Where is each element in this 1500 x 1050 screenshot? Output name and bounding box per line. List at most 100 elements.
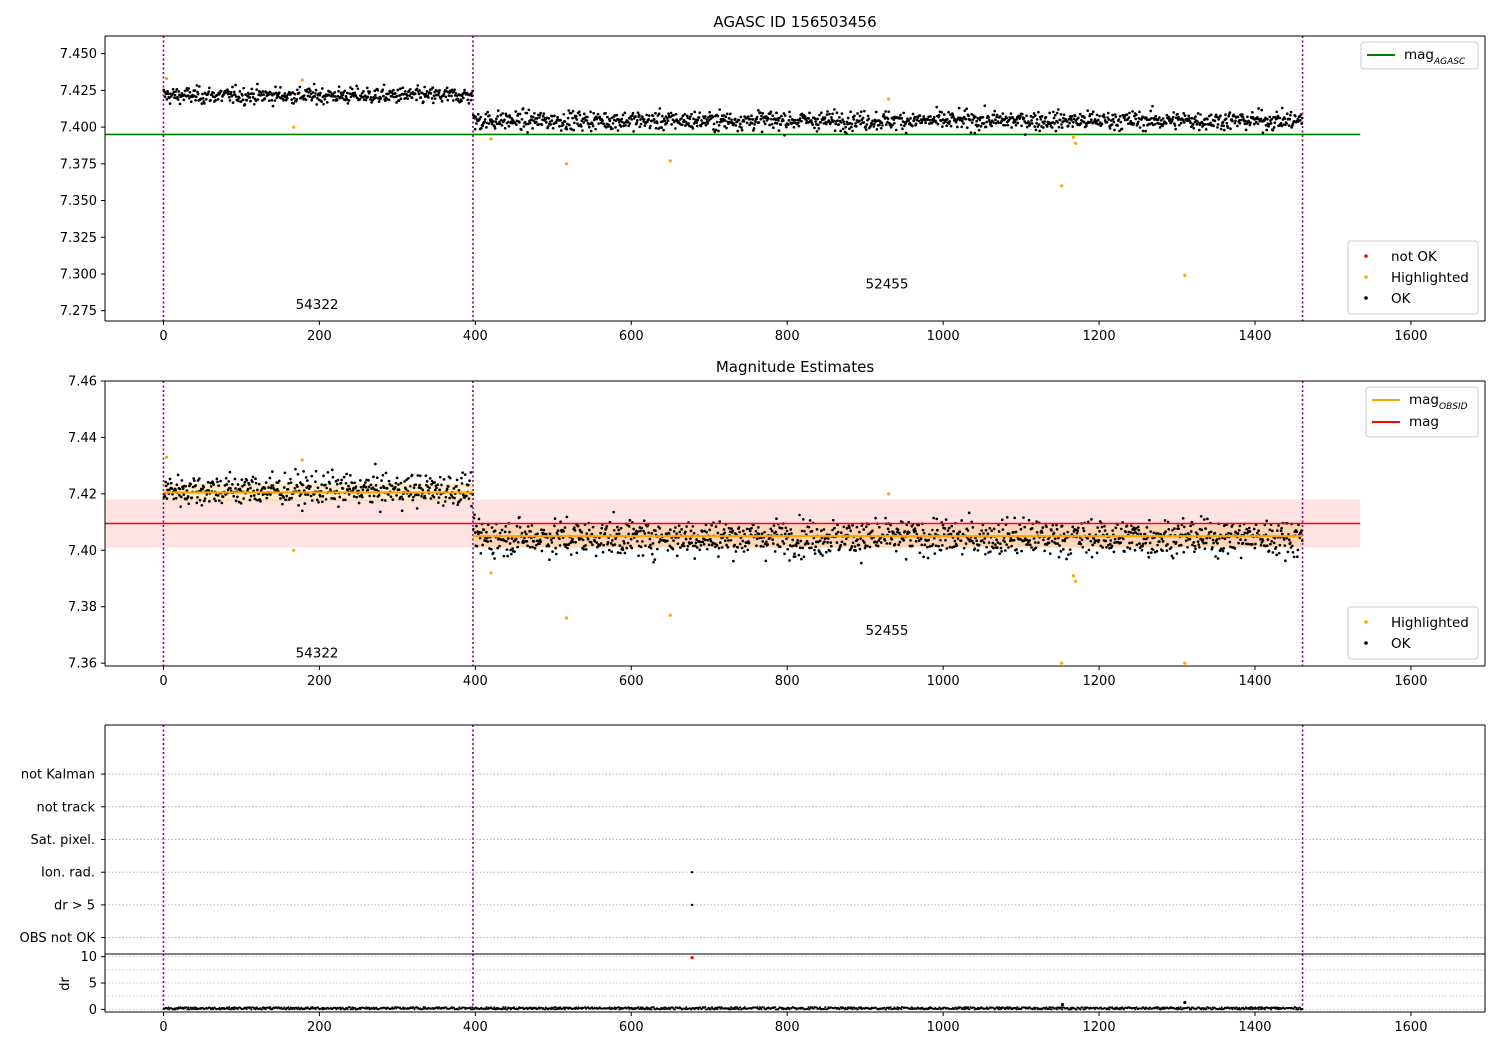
dr-point (1000, 1007, 1003, 1010)
ok-point (1096, 526, 1100, 529)
ok-point (251, 96, 255, 99)
ok-point (202, 499, 206, 503)
dr-point (1033, 1006, 1036, 1009)
ok-point (639, 122, 643, 126)
ok-point (1020, 112, 1024, 116)
ok-point (542, 112, 546, 115)
dr-point (348, 1006, 351, 1009)
ok-point (423, 496, 427, 500)
ok-point (1091, 543, 1095, 547)
ok-point (987, 115, 990, 119)
ok-point (1212, 124, 1216, 128)
ok-point (450, 94, 453, 98)
ok-point (436, 483, 440, 487)
ok-point (368, 494, 372, 498)
ok-point (858, 114, 862, 118)
ok-point (1237, 529, 1241, 532)
ok-point (605, 525, 609, 528)
ok-point (305, 479, 309, 483)
dr-point (824, 1006, 827, 1009)
ok-point (394, 481, 398, 485)
ok-point (754, 529, 758, 533)
dr-point (502, 1006, 505, 1009)
ok-point (606, 541, 610, 544)
dr-point (1015, 1008, 1018, 1011)
ok-point (1053, 122, 1056, 125)
ok-point (518, 112, 522, 116)
ok-point (604, 111, 607, 115)
ok-point (1270, 540, 1274, 543)
ok-point (550, 541, 554, 544)
ok-point (1191, 122, 1195, 126)
ok-point (1144, 116, 1148, 119)
ok-point (877, 539, 881, 542)
ok-point (513, 550, 516, 553)
ok-point (165, 97, 169, 101)
ok-point (945, 547, 949, 550)
ok-point (984, 528, 988, 532)
ok-point (969, 118, 972, 122)
ok-point (1241, 541, 1245, 545)
point-legend (1347, 606, 1479, 660)
ok-point (359, 485, 363, 489)
ok-point (609, 541, 613, 545)
dr-point (365, 1006, 368, 1009)
ok-point (1033, 114, 1037, 117)
ok-point (1076, 526, 1080, 530)
ok-point (1123, 550, 1126, 554)
ok-point (699, 124, 703, 128)
ok-point (465, 494, 468, 498)
ok-point (1209, 121, 1212, 125)
ok-point (1027, 518, 1031, 522)
ok-point (586, 115, 589, 119)
ok-point (695, 124, 699, 128)
ok-point (792, 125, 796, 129)
ok-point (578, 113, 582, 117)
ok-point (738, 122, 742, 126)
y-tick-label: 7.38 (68, 600, 97, 615)
ok-point (992, 121, 995, 124)
ok-point (846, 116, 850, 120)
ok-point (1249, 121, 1252, 125)
ok-point (470, 94, 474, 98)
dr-point (664, 1006, 667, 1009)
ok-point (717, 555, 720, 558)
ok-point (1065, 557, 1068, 561)
ok-point (738, 542, 742, 546)
ok-point (487, 122, 491, 125)
ok-point (994, 543, 997, 546)
ok-point (580, 531, 584, 534)
ok-point (466, 98, 470, 102)
ok-point (743, 532, 746, 536)
ok-point (694, 541, 698, 545)
ok-point (736, 546, 740, 549)
ok-point (850, 544, 854, 548)
ok-point (1300, 539, 1304, 542)
ok-point (228, 99, 232, 102)
ok-point (1136, 532, 1139, 536)
y-tick-label: 7.44 (68, 431, 97, 446)
ok-point (174, 496, 178, 500)
ok-point (816, 117, 819, 121)
ok-point (727, 539, 730, 542)
ok-point (1111, 117, 1115, 121)
ok-point (839, 129, 843, 133)
ok-point (773, 550, 777, 553)
ok-point (166, 92, 170, 95)
ok-point (674, 127, 677, 130)
ok-point (810, 119, 813, 122)
ok-point (193, 479, 196, 482)
ok-point (748, 117, 752, 121)
ok-point (907, 531, 911, 534)
ok-point (823, 116, 827, 119)
ok-point (493, 127, 497, 130)
ok-point (933, 552, 937, 555)
ok-point (803, 529, 806, 533)
ok-point (717, 129, 720, 133)
ok-point (431, 86, 435, 89)
ok-point (265, 496, 269, 500)
ok-point (1267, 549, 1271, 553)
ok-point (228, 470, 232, 474)
ok-point (791, 544, 795, 548)
ok-point (401, 497, 405, 501)
